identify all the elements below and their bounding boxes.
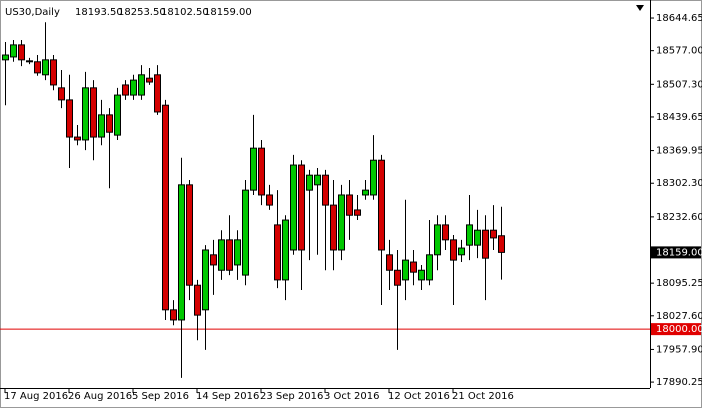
candle-body (410, 261, 417, 273)
candle-body (114, 94, 121, 136)
candle-body (42, 59, 49, 76)
x-tick-label: 23 Sep 2016 (260, 391, 323, 402)
candle-body (474, 229, 481, 246)
candle-body (90, 87, 97, 138)
x-tick-label: 17 Aug 2016 (4, 391, 68, 402)
candle-body (162, 104, 169, 311)
candle-body (66, 99, 73, 138)
x-tick-label: 12 Oct 2016 (388, 391, 450, 402)
candle-body (426, 254, 433, 281)
candle-body (74, 136, 81, 141)
candle-body (106, 114, 113, 133)
candle-body (194, 284, 201, 316)
candle-body (10, 44, 17, 58)
y-tick-label: 18027.60 (656, 311, 702, 322)
y-tick-label: 18439.65 (656, 112, 702, 123)
candle-body (498, 235, 505, 253)
candle-body (402, 259, 409, 281)
candle-body (130, 79, 137, 96)
candle-body (346, 194, 353, 216)
candle-body (210, 254, 217, 266)
y-tick-label: 18232.60 (656, 212, 702, 223)
candle-body (138, 74, 145, 96)
candle-body (298, 164, 305, 251)
candle-body (442, 224, 449, 241)
candle-body (458, 247, 465, 256)
x-tick-label: 14 Sep 2016 (196, 391, 259, 402)
candle-body (186, 184, 193, 286)
candle-body (466, 224, 473, 246)
candle-body (378, 159, 385, 251)
candle-body (170, 309, 177, 321)
candle-body (242, 189, 249, 276)
candle-body (362, 189, 369, 196)
candle-body (122, 84, 129, 96)
candle-body (58, 87, 65, 101)
current-price-label: 18159.00 (656, 247, 702, 258)
candle-body (330, 204, 337, 251)
header-value: 18102.50 (161, 7, 209, 18)
candle-body (394, 269, 401, 286)
y-tick-label: 18369.95 (656, 146, 702, 157)
candle-body (338, 194, 345, 251)
candle-body (314, 174, 321, 186)
candle-body (26, 60, 33, 63)
candle-body (18, 44, 25, 61)
y-tick-label: 18302.30 (656, 178, 702, 189)
candle-body (234, 239, 241, 266)
level-label: 18000.00 (656, 324, 702, 335)
x-tick-label: 26 Aug 2016 (68, 391, 132, 402)
candle-body (98, 114, 105, 138)
candle-body (218, 239, 225, 271)
candle-body (450, 239, 457, 261)
candle-body (34, 61, 41, 74)
candle-body (154, 74, 161, 113)
candle-body (418, 269, 425, 281)
candle-body (322, 174, 329, 206)
candle-body (50, 59, 57, 86)
shift-marker (636, 5, 644, 11)
level-box (651, 323, 701, 336)
candle-body (250, 147, 257, 191)
candle-body (266, 194, 273, 206)
candle-body (434, 224, 441, 256)
chart-title: US30,Daily (5, 7, 60, 18)
candle-body (386, 254, 393, 271)
candle-body (178, 184, 185, 321)
y-tick-label: 18095.25 (656, 278, 702, 289)
x-tick-label: 5 Sep 2016 (132, 391, 189, 402)
candle-body (2, 54, 9, 61)
candle-body (354, 209, 361, 216)
header-value: 18253.50 (118, 7, 166, 18)
y-tick-label: 18644.65 (656, 13, 702, 24)
candle-body (306, 174, 313, 191)
y-tick-label: 18577.00 (656, 46, 702, 57)
x-tick-label: 21 Oct 2016 (452, 391, 514, 402)
candle-body (290, 164, 297, 251)
candle-body (258, 147, 265, 196)
candle-body (490, 229, 497, 239)
candle-body (370, 159, 377, 196)
candle-body (146, 77, 153, 83)
header-value: 18159.00 (204, 7, 252, 18)
y-tick-label: 17957.90 (656, 344, 702, 355)
header-value: 18193.50 (75, 7, 123, 18)
y-tick-label: 18507.30 (656, 79, 702, 90)
y-tick-label: 17890.25 (656, 377, 702, 388)
candle-body (274, 224, 281, 281)
x-tick-label: 3 Oct 2016 (324, 391, 379, 402)
candle-body (226, 239, 233, 271)
candle-body (482, 229, 489, 259)
current-price-box (651, 246, 701, 259)
candle-body (82, 87, 89, 141)
candle-body (202, 249, 209, 311)
candle-body (282, 219, 289, 281)
